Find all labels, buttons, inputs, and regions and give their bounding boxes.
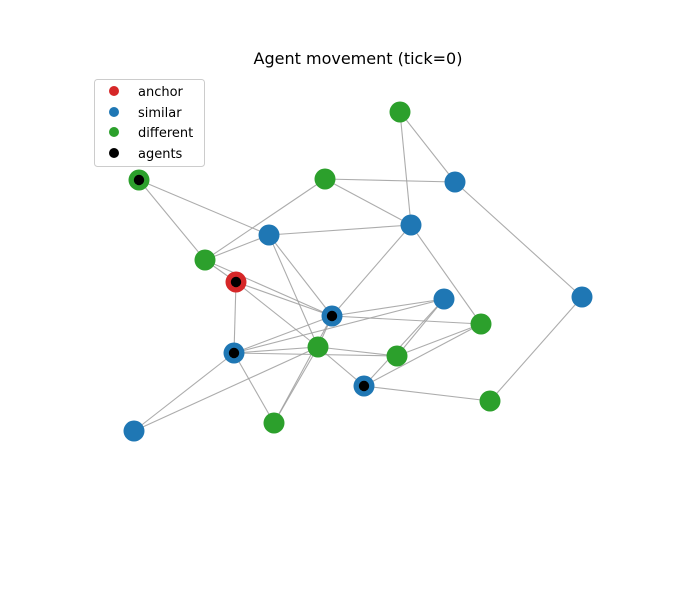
edge-n10-n12: [233, 315, 333, 354]
edge-n8-n10: [235, 281, 333, 317]
legend-label-agents: agents: [138, 147, 183, 162]
legend-label-different: different: [138, 126, 193, 141]
edge-n12-n19: [133, 352, 235, 432]
edge-n10-n11: [331, 315, 482, 325]
edge-n7-n10: [204, 259, 333, 317]
edge-n5-n6: [268, 224, 412, 236]
legend-marker-agents: [109, 148, 119, 158]
edge-n11-n14: [396, 323, 482, 357]
edge-n16-n10: [273, 315, 333, 424]
edge-n11-n15: [363, 323, 482, 387]
node-similar-n4: [444, 171, 466, 193]
edge-n4-n17: [454, 181, 583, 298]
edge-n3-n6: [324, 178, 412, 226]
node-similar-n9: [433, 288, 455, 310]
node-different-n1: [389, 101, 411, 123]
edge-n8-n12: [233, 281, 237, 354]
edge-n9-n12: [233, 298, 445, 354]
node-different-n13: [307, 336, 329, 358]
node-different-n16: [263, 412, 285, 434]
agent-marker-n2: [133, 174, 145, 186]
legend-label-similar: similar: [138, 106, 182, 121]
node-different-n3: [314, 168, 336, 190]
node-different-n11: [470, 313, 492, 335]
figure-title: Agent movement (tick=0): [254, 49, 463, 68]
edge-n2-n5: [138, 179, 270, 236]
agent-marker-n8: [230, 276, 242, 288]
edge-n15-n9: [363, 298, 445, 387]
edge-n13-n14: [317, 346, 398, 357]
edge-n3-n4: [324, 178, 456, 183]
edge-n2-n7: [138, 179, 206, 261]
edge-n1-n4: [399, 111, 456, 183]
edge-n13-n19: [133, 346, 319, 432]
edge-n17-n18: [489, 296, 583, 402]
legend-marker-anchor: [109, 86, 119, 96]
node-different-n14: [386, 345, 408, 367]
edge-n5-n13: [268, 234, 319, 348]
legend-marker-different: [109, 127, 119, 137]
agent-marker-n10: [326, 310, 338, 322]
edge-n9-n14: [396, 298, 445, 357]
agent-marker-n15: [358, 380, 370, 392]
legend: anchor similar different agents: [94, 79, 205, 167]
edge-n10-n9: [331, 298, 445, 317]
edge-n6-n10: [331, 224, 412, 317]
node-similar-n5: [258, 224, 280, 246]
nodes-layer: [123, 101, 593, 442]
legend-box: [94, 79, 205, 167]
node-similar-n17: [571, 286, 593, 308]
node-different-n18: [479, 390, 501, 412]
node-different-n7: [194, 249, 216, 271]
legend-marker-similar: [109, 107, 119, 117]
edge-n16-n12: [233, 352, 275, 424]
edge-n8-n13: [235, 281, 319, 348]
node-similar-n6: [400, 214, 422, 236]
edge-n5-n7: [204, 234, 270, 261]
edge-n6-n11: [410, 224, 482, 325]
agent-marker-n12: [228, 347, 240, 359]
edge-n1-n6: [399, 111, 412, 226]
edge-n3-n7: [204, 178, 326, 261]
edge-n5-n10: [268, 234, 333, 317]
node-similar-n19: [123, 420, 145, 442]
legend-label-anchor: anchor: [138, 85, 184, 100]
edge-n15-n18: [363, 385, 491, 402]
edge-n12-n13: [233, 346, 319, 354]
